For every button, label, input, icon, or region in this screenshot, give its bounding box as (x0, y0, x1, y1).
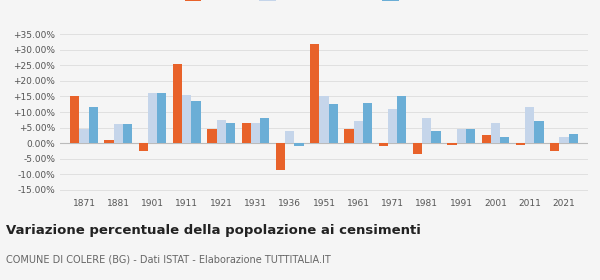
Bar (295, 143, 304, 146)
Bar (516, 143, 525, 145)
Bar (70, 96, 79, 143)
Bar (525, 107, 535, 143)
Bar (89, 107, 98, 143)
Bar (353, 121, 363, 143)
Bar (148, 93, 157, 143)
Bar (344, 129, 353, 143)
Bar (79, 129, 89, 143)
Bar (447, 143, 457, 145)
Legend: Colere, Provincia di BG, Lombardia: Colere, Provincia di BG, Lombardia (180, 0, 468, 6)
Bar (226, 123, 235, 143)
Bar (500, 137, 509, 143)
Bar (123, 124, 132, 143)
Bar (139, 143, 148, 151)
Bar (104, 140, 113, 143)
Bar (482, 135, 491, 143)
Text: COMUNE DI COLERE (BG) - Dati ISTAT - Elaborazione TUTTITALIA.IT: COMUNE DI COLERE (BG) - Dati ISTAT - Ela… (6, 255, 331, 265)
Bar (285, 131, 295, 143)
Bar (113, 124, 123, 143)
Bar (260, 118, 269, 143)
Bar (491, 123, 500, 143)
Bar (388, 109, 397, 143)
Bar (251, 123, 260, 143)
Bar (157, 93, 166, 143)
Bar (319, 96, 329, 143)
Bar (182, 95, 191, 143)
Bar (457, 129, 466, 143)
Bar (535, 121, 544, 143)
Bar (550, 143, 559, 151)
Text: Variazione percentuale della popolazione ai censimenti: Variazione percentuale della popolazione… (6, 224, 421, 237)
Bar (413, 143, 422, 154)
Bar (207, 129, 217, 143)
Bar (173, 64, 182, 143)
Bar (363, 103, 372, 143)
Bar (431, 131, 441, 143)
Bar (559, 137, 569, 143)
Bar (379, 143, 388, 146)
Bar (242, 123, 251, 143)
Bar (397, 96, 406, 143)
Bar (422, 118, 431, 143)
Bar (276, 143, 285, 170)
Bar (310, 44, 319, 143)
Bar (466, 129, 475, 143)
Bar (569, 134, 578, 143)
Bar (217, 120, 226, 143)
Bar (191, 101, 201, 143)
Bar (329, 104, 338, 143)
